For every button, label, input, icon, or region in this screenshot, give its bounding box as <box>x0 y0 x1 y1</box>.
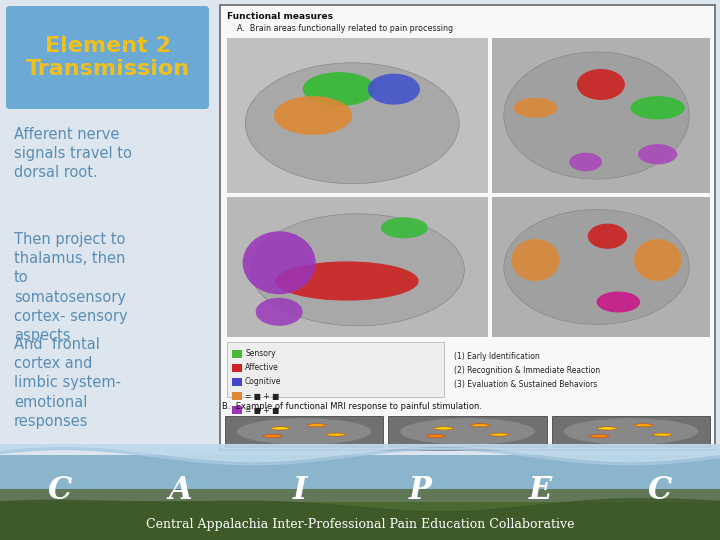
Text: (3) Evaluation & Sustained Behaviors: (3) Evaluation & Sustained Behaviors <box>454 380 598 389</box>
Bar <box>0 489 720 510</box>
Ellipse shape <box>256 298 302 326</box>
Bar <box>232 364 242 372</box>
Text: (1) Early Identification: (1) Early Identification <box>454 352 540 361</box>
Ellipse shape <box>326 433 346 436</box>
Ellipse shape <box>434 427 454 430</box>
Ellipse shape <box>504 210 689 325</box>
Ellipse shape <box>471 424 490 427</box>
Bar <box>232 406 242 414</box>
Text: A: A <box>168 475 192 506</box>
Ellipse shape <box>307 424 326 427</box>
Ellipse shape <box>263 435 282 438</box>
Bar <box>227 38 488 193</box>
Ellipse shape <box>302 72 376 106</box>
Text: Central Appalachia Inter-Professional Pain Education Collaborative: Central Appalachia Inter-Professional Pa… <box>145 518 575 531</box>
Text: = ■ + ■: = ■ + ■ <box>245 392 279 401</box>
Ellipse shape <box>564 418 698 444</box>
Text: Sensory: Sensory <box>245 349 276 359</box>
Ellipse shape <box>246 63 459 184</box>
Text: E: E <box>528 475 552 506</box>
Bar <box>0 455 720 497</box>
Ellipse shape <box>251 214 464 326</box>
Bar <box>552 416 710 447</box>
Text: Afferent nerve
signals travel to
dorsal root.: Afferent nerve signals travel to dorsal … <box>14 127 132 180</box>
Text: Then project to
thalamus, then
to
somatosensory
cortex- sensory
aspects: Then project to thalamus, then to somato… <box>14 232 127 343</box>
Ellipse shape <box>638 144 678 164</box>
Ellipse shape <box>237 418 372 444</box>
Text: And  frontal
cortex and
limbic system-
emotional
responses: And frontal cortex and limbic system- em… <box>14 337 121 429</box>
Ellipse shape <box>504 52 689 179</box>
Ellipse shape <box>243 231 315 294</box>
Ellipse shape <box>598 427 616 430</box>
Ellipse shape <box>368 73 420 105</box>
Ellipse shape <box>490 433 508 436</box>
Ellipse shape <box>634 239 682 281</box>
Text: Affective: Affective <box>245 363 279 373</box>
Ellipse shape <box>588 224 627 249</box>
Ellipse shape <box>570 153 602 171</box>
Bar <box>225 416 383 447</box>
Text: Functional measures: Functional measures <box>227 12 333 21</box>
Ellipse shape <box>275 261 419 301</box>
Text: (2) Recognition & Immediate Reaction: (2) Recognition & Immediate Reaction <box>454 366 600 375</box>
Ellipse shape <box>597 292 640 313</box>
Bar <box>492 38 710 193</box>
Bar <box>0 0 720 455</box>
Ellipse shape <box>271 427 290 430</box>
Ellipse shape <box>511 239 559 281</box>
Ellipse shape <box>274 96 352 135</box>
Ellipse shape <box>577 69 625 100</box>
Text: Cognitive: Cognitive <box>245 377 282 387</box>
Ellipse shape <box>513 98 557 118</box>
FancyBboxPatch shape <box>6 6 209 109</box>
Text: P: P <box>408 475 431 506</box>
Ellipse shape <box>400 418 535 444</box>
Text: C: C <box>648 475 672 506</box>
Bar <box>232 378 242 386</box>
Ellipse shape <box>590 435 608 438</box>
Text: C: C <box>48 475 72 506</box>
Bar <box>227 197 488 337</box>
Bar <box>388 416 546 447</box>
Bar <box>492 197 710 337</box>
Bar <box>232 392 242 400</box>
Bar <box>227 342 444 397</box>
Ellipse shape <box>426 435 446 438</box>
Bar <box>0 502 720 540</box>
Ellipse shape <box>634 424 653 427</box>
Ellipse shape <box>631 96 685 119</box>
Ellipse shape <box>653 433 672 436</box>
Bar <box>232 350 242 358</box>
Text: A.  Brain areas functionally related to pain processing: A. Brain areas functionally related to p… <box>237 24 453 33</box>
Text: Element 2
Transmission: Element 2 Transmission <box>25 36 189 79</box>
Ellipse shape <box>381 217 428 238</box>
Text: B.  Example of functional MRI response to painful stimulation.: B. Example of functional MRI response to… <box>222 402 482 411</box>
Text: = ■ + ■: = ■ + ■ <box>245 406 279 415</box>
Text: I: I <box>293 475 307 506</box>
Bar <box>220 5 715 450</box>
